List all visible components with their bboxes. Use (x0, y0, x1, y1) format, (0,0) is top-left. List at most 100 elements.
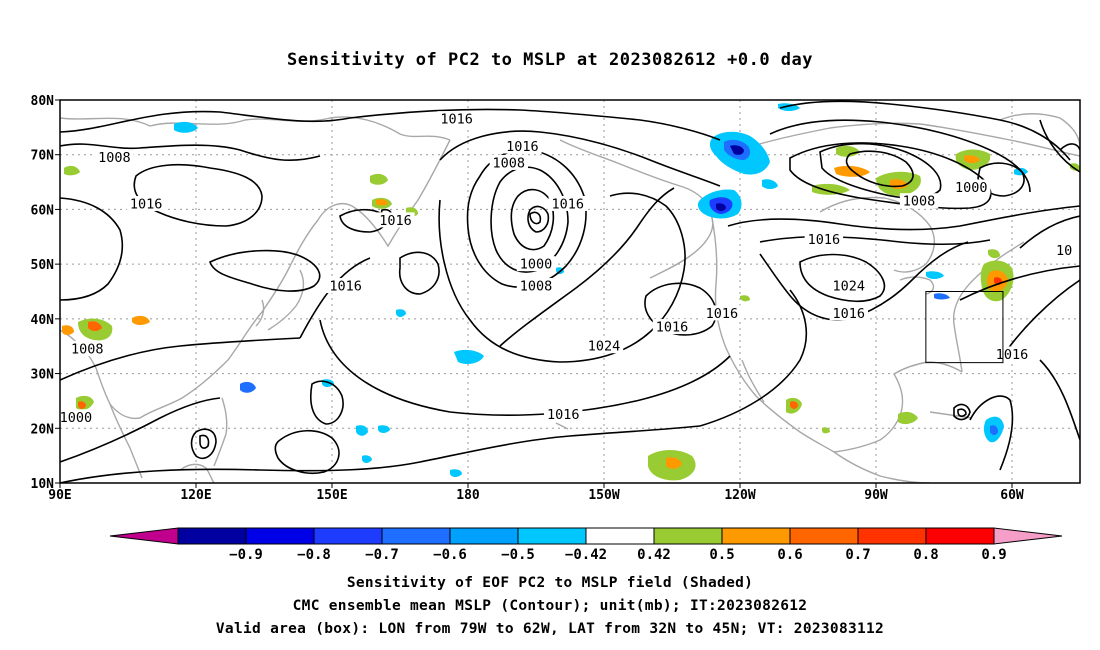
colorbar-label: 0.6 (777, 547, 802, 563)
shade-patch (964, 155, 980, 163)
lat-tick-label: 70N (31, 149, 55, 164)
sensitivity-shading (62, 103, 1080, 481)
lat-tick-label: 50N (31, 258, 55, 273)
colorbar-swatch (313, 527, 383, 545)
contour-label-bg (548, 195, 587, 211)
caption-shaded: Sensitivity of EOF PC2 to MSLP field (Sh… (346, 575, 754, 591)
colorbar-high-extend (993, 527, 1063, 545)
shade-patch (78, 401, 86, 409)
shade-patch (790, 401, 798, 409)
contour-label: 1016 (440, 112, 473, 128)
shade-patch (378, 425, 390, 433)
lon-tick-label: 120W (724, 488, 755, 503)
contour-label-bg (95, 149, 134, 165)
shade-patch (716, 203, 726, 211)
contour-label: 1016 (551, 196, 584, 212)
contour-label: 1016 (833, 306, 866, 322)
shade-patch (370, 173, 388, 185)
colorbar-label: 0.9 (981, 547, 1006, 563)
contour-label-bg (516, 256, 556, 272)
shade-patch (376, 199, 388, 206)
colorbar-label: 0.7 (845, 547, 870, 563)
contour-label-bg (829, 305, 868, 321)
shade-patch (362, 455, 372, 463)
contour-label: 1016 (656, 320, 689, 336)
contour-label-bg (584, 338, 624, 354)
colorbar-label: −0.9 (229, 547, 263, 563)
shade-patch (762, 179, 778, 189)
colorbar-swatch (585, 527, 655, 545)
contour-label: 1016 (706, 306, 739, 322)
shade-patch (450, 469, 462, 477)
longitude-labels: 90E 120E 150E 180 150W 120W 90W 60W (48, 488, 1024, 503)
coastlines (60, 113, 1080, 483)
shade-patch (926, 271, 944, 279)
contour-label-bg (516, 278, 556, 294)
valid-area-box (925, 291, 1004, 364)
contour-label: 1016 (329, 279, 362, 295)
shade-patch (934, 293, 950, 300)
shade-patch (812, 183, 850, 195)
colorbar-swatch (517, 527, 587, 545)
lat-tick-label: 20N (31, 422, 55, 437)
contour-label-bg (544, 406, 583, 422)
shade-patch (730, 145, 744, 155)
contour-label: 1016 (547, 407, 580, 423)
shade-patch (88, 321, 102, 331)
lon-tick-label: 120E (180, 488, 211, 503)
contour-label-bg (326, 278, 365, 294)
map-frame (59, 99, 1081, 484)
contour-label-bg (1053, 242, 1075, 258)
contour-label-bg (489, 154, 528, 170)
colorbar-swatch (857, 527, 927, 545)
lon-tick-label: 150W (588, 488, 619, 503)
contour-label: 1000 (955, 180, 988, 196)
contour-label: 1008 (71, 341, 104, 357)
contour-label-bg (503, 138, 542, 154)
shade-patch (64, 165, 80, 176)
caption-valid-area: Valid area (box): LON from 79W to 62W, L… (215, 621, 885, 637)
shade-patch (62, 325, 74, 335)
colorbar-swatch (381, 527, 451, 545)
contour-label: 1016 (379, 213, 412, 229)
colorbar-swatch (653, 527, 723, 545)
contour-label: 1008 (520, 279, 553, 295)
contour-label: 1008 (493, 155, 526, 171)
contour-label: 1008 (903, 194, 936, 210)
contour-label: 1008 (98, 150, 131, 166)
colorbar: −0.9 −0.8 −0.7 −0.6 −0.5 −0.42 0.42 0.5 0.6 0.7 0.… (109, 527, 1063, 563)
contour-label: 1016 (808, 232, 841, 248)
contour-label: 1016 (996, 347, 1029, 363)
contour-label: 1016 (506, 139, 539, 155)
colorbar-label: −0.42 (565, 547, 607, 563)
colorbar-swatch (449, 527, 519, 545)
contour-label-bg (437, 111, 476, 127)
contour-label-bg (899, 193, 939, 209)
colorbar-label: −0.7 (365, 547, 399, 563)
contour-label-bg (68, 340, 107, 356)
shade-patch (356, 425, 368, 436)
colorbar-label: −0.8 (297, 547, 331, 563)
shade-patch (454, 349, 484, 364)
lat-tick-label: 30N (31, 368, 55, 383)
contour-label-bg (702, 305, 742, 321)
shade-patch (990, 425, 998, 435)
shade-patch (898, 411, 918, 425)
shade-patch (836, 145, 860, 157)
colorbar-label: 0.8 (913, 547, 938, 563)
caption-contour: CMC ensemble mean MSLP (Contour); unit(m… (292, 598, 808, 614)
shade-patch (174, 121, 198, 133)
lat-tick-label: 80N (31, 94, 55, 109)
shade-patch (396, 309, 406, 317)
colorbar-label: −0.6 (433, 547, 467, 563)
contour-label-bg (992, 346, 1032, 362)
colorbar-swatch (721, 527, 791, 545)
lon-tick-label: 90W (864, 488, 888, 503)
shade-patch (132, 315, 150, 325)
shade-patch (240, 381, 256, 393)
colorbar-swatch (789, 527, 859, 545)
contour-label-bg (952, 179, 991, 195)
colorbar-label: 0.5 (709, 547, 734, 563)
shade-patch (666, 457, 682, 469)
